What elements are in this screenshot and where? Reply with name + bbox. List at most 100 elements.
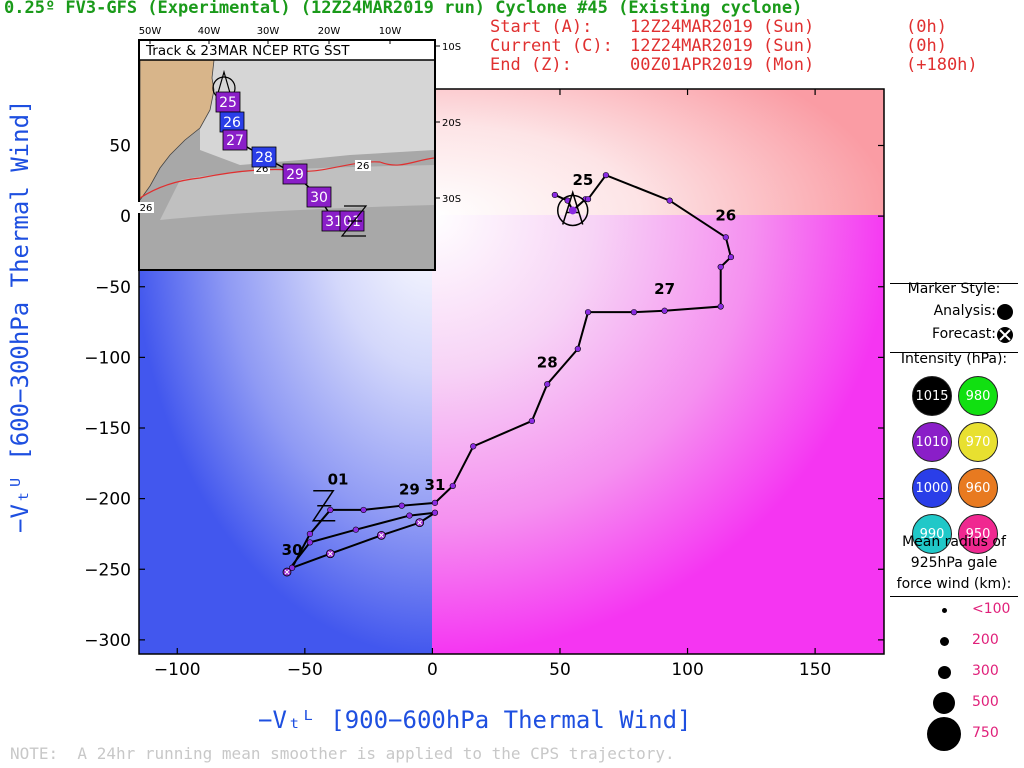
y-tick-label: −150 (84, 419, 131, 439)
radius-dot (939, 636, 949, 646)
intensity-swatch-1010: 1010 (912, 422, 952, 462)
forecast-cross (417, 520, 423, 525)
warm-core-shading-upper (432, 89, 884, 215)
radius-label: 500 (972, 694, 999, 710)
analysis-point (528, 417, 536, 425)
day-label: 01 (328, 471, 349, 489)
day-label: 28 (537, 353, 558, 371)
radius-label: <100 (972, 601, 1011, 617)
analysis-point (717, 263, 724, 271)
radius-dot (941, 607, 947, 613)
end-z-marker (311, 489, 336, 522)
inset-sst-label: 26 (357, 161, 370, 172)
inset-sst-label-bg (138, 202, 154, 213)
radius-dot (937, 665, 951, 679)
intensity-swatch-950: 950 (958, 514, 998, 554)
start-offset: (0h) (906, 17, 947, 37)
analysis-point (602, 172, 610, 179)
analysis-point (630, 309, 638, 316)
inset-day-box (282, 163, 308, 185)
analysis-point (288, 564, 296, 571)
analysis-marker-icon (997, 304, 1013, 320)
analysis-point (574, 345, 581, 353)
inset-day-label: 28 (255, 150, 273, 166)
analysis-point (352, 526, 359, 533)
intensity-swatch-980: 980 (958, 376, 998, 416)
legend-analysis-label: Analysis: (933, 303, 996, 319)
current-c-marker (556, 194, 589, 227)
y-tick-label: −250 (84, 560, 131, 580)
inset-land (139, 59, 215, 202)
y-tick-label: −50 (95, 278, 131, 298)
analysis-point (406, 512, 413, 519)
x-tick-label: −100 (154, 660, 201, 680)
y-tick-label: 50 (109, 137, 131, 157)
analysis-point (398, 502, 405, 509)
radius-dot (933, 692, 955, 714)
analysis-point (449, 482, 456, 490)
inset-day-box (306, 186, 332, 208)
analysis-point (717, 303, 724, 310)
intensity-swatch-990: 990 (912, 514, 952, 554)
smoother-note: NOTE: A 24hr running mean smoother is ap… (10, 744, 675, 763)
inset-sst-warm (200, 60, 434, 165)
inset-day-label: 26 (223, 115, 241, 131)
analysis-point (727, 253, 735, 261)
inset-day-label: 31 (325, 214, 343, 230)
legend-radius-label-3: force wind (km): (896, 576, 1012, 592)
analysis-point (661, 307, 668, 314)
inset-sst-label-bg (355, 160, 371, 171)
inset-lon-label: 20W (318, 26, 341, 37)
x-tick-label: 0 (427, 660, 438, 680)
legend-intensity-label: Intensity (hPa): (900, 351, 1008, 367)
analysis-point (306, 530, 314, 538)
current-label: Current (C): (490, 36, 613, 56)
day-label: 26 (715, 206, 736, 224)
radius-label: 750 (972, 725, 999, 741)
axes: −100 −50 0 50 100 150 50 0 −50 −100 −150 −200 −250 −3… (84, 89, 884, 680)
end-label: End (Z): (490, 55, 572, 75)
start-label: Start (A): (490, 17, 593, 37)
forecast-cross (284, 569, 290, 575)
inset-day-box (251, 146, 277, 168)
inset-day-label: 25 (219, 95, 237, 111)
plot-frame (138, 88, 885, 655)
intensity-swatch-970: 970 (958, 422, 998, 462)
inset-sst-label: 26 (140, 203, 153, 214)
inset-day-label: 30 (310, 190, 328, 206)
inset-sst-label: 26 (256, 164, 269, 175)
day-label: 27 (654, 280, 675, 298)
day-label: 29 (399, 480, 420, 498)
x-tick-label: −50 (287, 660, 323, 680)
legend-forecast-label: Forecast: (932, 326, 996, 342)
forecast-marker-icon (997, 327, 1013, 343)
inset-day-label: 27 (226, 133, 244, 149)
current-value: 12Z24MAR2019 (Sun) (630, 36, 815, 56)
run-info: Start (A): 12Z24MAR2019 (Sun) (0h) Curre… (490, 17, 1010, 81)
end-value: 00Z01APR2019 (Mon) (630, 55, 815, 75)
inset-start-a (215, 69, 233, 101)
analysis-point (544, 381, 551, 388)
y-tick-label: −200 (84, 490, 131, 510)
analysis-point (470, 443, 477, 450)
inset-lat-label: 20S (442, 118, 461, 129)
x-tick-label: 150 (799, 660, 831, 680)
inset-day-label: 29 (286, 167, 304, 183)
radius-dot (927, 717, 961, 751)
intensity-swatch-1000: 1000 (912, 468, 952, 508)
intensity-swatch-960: 960 (958, 468, 998, 508)
analysis-point (431, 499, 439, 506)
inset-lon-label: 40W (198, 26, 221, 37)
forecast-cross (327, 551, 333, 557)
day-label: 31 (425, 476, 446, 494)
current-offset: (0h) (906, 36, 947, 56)
intensity-swatch-1015: 1015 (912, 376, 952, 416)
inset-lat-label: 10S (442, 42, 461, 53)
inset-lon-label: 10W (379, 26, 402, 37)
analysis-point (327, 506, 334, 514)
inset-end-z (340, 205, 368, 237)
inset-lon-label: 50W (139, 26, 162, 37)
start-value: 12Z24MAR2019 (Sun) (630, 17, 815, 37)
